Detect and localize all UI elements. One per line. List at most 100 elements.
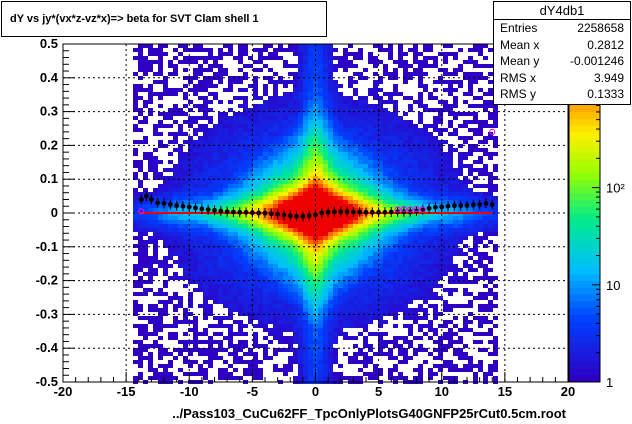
magenta-point [489, 128, 496, 135]
palette-cell [569, 152, 600, 160]
profile-point [287, 213, 293, 219]
magenta-point [419, 206, 426, 213]
profile-point [143, 193, 149, 199]
palette-tick-label: 10 [606, 278, 620, 293]
profile-point [167, 202, 173, 207]
palette-cell [569, 125, 600, 133]
palette-cell [569, 226, 600, 234]
stats-value: 2258658 [577, 21, 624, 35]
profile-point [306, 213, 312, 219]
profile-point [350, 209, 356, 215]
palette-cell [569, 253, 600, 261]
palette-cell [569, 348, 600, 356]
palette-cell [569, 260, 600, 268]
stats-key: RMS x [500, 70, 536, 85]
profile-point [300, 213, 306, 219]
profile-point [395, 209, 400, 215]
palette-cell [569, 185, 600, 194]
profile-point [439, 204, 445, 210]
profile-point [332, 209, 337, 215]
heatmap-layer [133, 44, 498, 384]
y-tick-label: 0.3 [40, 104, 58, 119]
x-tick-label: -5 [247, 384, 259, 399]
magenta-point [413, 205, 420, 213]
profile-point [369, 209, 375, 215]
profile-point [262, 210, 268, 216]
palette-cell [569, 240, 600, 248]
profile-point [275, 211, 281, 217]
palette-cell [569, 165, 600, 173]
palette-cell [569, 179, 600, 187]
palette-cell [569, 267, 600, 275]
profile-point [420, 207, 426, 213]
profile-point [407, 209, 413, 215]
palette-cell [569, 273, 600, 282]
profile-points-layer [138, 128, 496, 222]
y-tick-label: -0.2 [36, 273, 58, 288]
profile-point [212, 207, 217, 213]
x-tick-label: -10 [180, 384, 199, 399]
stats-value: 0.1333 [587, 87, 624, 101]
profile-point [294, 213, 299, 219]
profile-point [458, 203, 464, 208]
profile-point [243, 209, 249, 215]
palette-tick-label: 1 [606, 375, 613, 390]
profile-point [313, 212, 318, 218]
palette-cell [569, 199, 600, 207]
profile-point [483, 201, 489, 206]
profile-point [186, 204, 192, 210]
profile-point [451, 203, 457, 208]
palette-tick-label: 10² [606, 181, 625, 196]
y-tick-label: 0 [51, 205, 58, 220]
x-tick-label: 20 [561, 384, 575, 399]
stats-value: 0.2812 [587, 37, 624, 52]
palette-cell [569, 354, 600, 363]
y-tick-label: -0.4 [36, 340, 59, 355]
profile-point [357, 209, 363, 215]
profile-point [433, 204, 438, 210]
stats-row: Mean x 0.2812 [494, 37, 630, 54]
palette-cell [569, 334, 600, 342]
stats-row: RMS x 3.949 [494, 70, 630, 87]
profile-point [155, 200, 161, 206]
palette-cell [569, 192, 600, 200]
y-tick-label: 0.2 [40, 137, 58, 152]
profile-point [237, 209, 243, 215]
palette-cell [569, 287, 600, 295]
x-tick-label: -20 [54, 384, 73, 399]
profile-point [382, 209, 388, 215]
stats-row: Mean y -0.001246 [494, 53, 630, 70]
y-tick-label: -0.5 [36, 374, 58, 389]
y-tick-label: -0.1 [36, 239, 58, 254]
profile-point [224, 209, 230, 215]
profile-point [180, 203, 186, 209]
magenta-point [394, 206, 401, 213]
palette-cell [569, 307, 600, 315]
palette-cell [569, 321, 600, 329]
stats-key: Mean y [500, 54, 540, 68]
stats-row: Entries 2258658 [494, 20, 630, 37]
profile-point [218, 208, 224, 214]
palette-cell [569, 213, 600, 221]
profile-point [148, 197, 154, 202]
chart-title: dY vs jy*(vx*z-vz*x)=> beta for SVT Clam… [1, 1, 327, 37]
stats-key: Entries [500, 21, 538, 35]
palette-cell [569, 300, 600, 309]
stats-title: dY4db1 [494, 2, 630, 20]
profile-point [268, 211, 274, 217]
profile-point [256, 210, 262, 216]
profile-point [138, 197, 144, 202]
palette-cell [569, 145, 600, 153]
palette-cell [569, 233, 600, 241]
profile-point [325, 209, 331, 215]
profile-point [376, 209, 382, 215]
y-tick-label: 0.1 [40, 171, 58, 186]
palette-cell [569, 131, 600, 140]
y-tick-label: 0.4 [40, 70, 59, 85]
palette-cell [569, 280, 600, 288]
profile-point [231, 209, 236, 215]
palette-cell [569, 341, 600, 349]
palette-cell [569, 314, 600, 322]
profile-point [161, 201, 167, 206]
